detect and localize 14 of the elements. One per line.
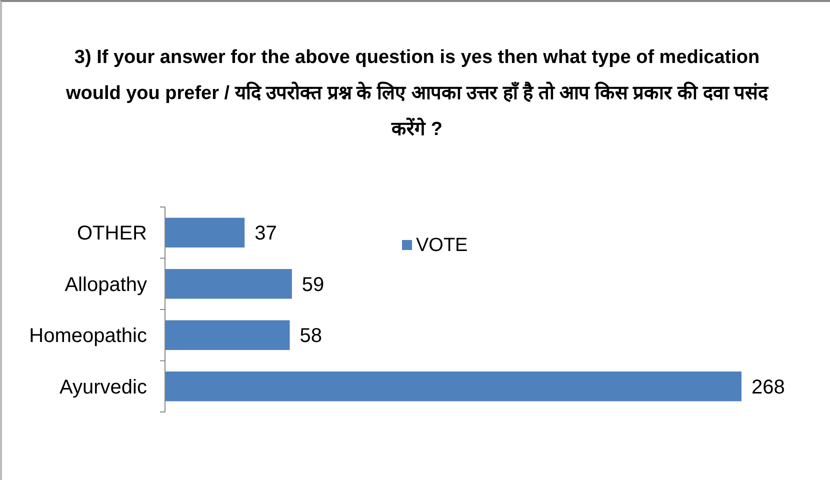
y-tick-label: OTHER <box>77 222 147 245</box>
y-tick-label: Homeopathic <box>29 325 147 348</box>
bar <box>165 269 292 299</box>
data-label: 268 <box>751 376 785 398</box>
chart-title: 3) If your answer for the above question is yes then what type of medication would you prefer / यदि उपरोक्त प्रश्न के लिए आपका उत्तर हाँ है तो आप किस प्रकार की दवा पसंद करेंगे ? <box>64 46 770 142</box>
y-tick-label: Allopathy <box>64 274 147 296</box>
bar <box>165 320 290 350</box>
bar <box>165 218 245 248</box>
data-label: 58 <box>300 325 322 348</box>
data-label: 37 <box>254 222 277 245</box>
y-tick-label: Ayurvedic <box>60 376 147 398</box>
legend-label: VOTE <box>416 235 468 256</box>
bar <box>165 372 742 402</box>
data-label: 59 <box>302 274 324 296</box>
